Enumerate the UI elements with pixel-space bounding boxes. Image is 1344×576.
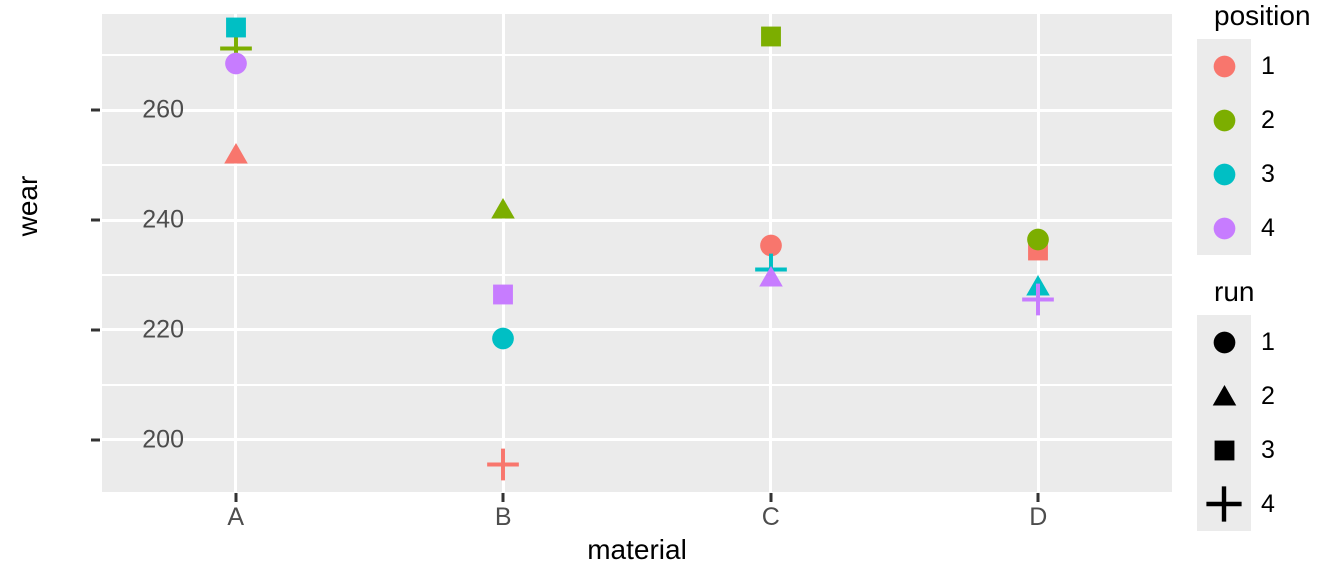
- gridline-major-x: [769, 14, 773, 492]
- legend-item[interactable]: 4: [1197, 201, 1275, 255]
- y-axis-tick-mark: [91, 438, 100, 442]
- legend-shape-swatch-icon: [1197, 369, 1251, 423]
- legend-run-title: run: [1214, 276, 1255, 307]
- gridline-minor-y: [102, 164, 1172, 167]
- x-axis-title: material: [587, 534, 687, 565]
- y-axis-tick-label: 260: [142, 95, 184, 124]
- y-axis-tick-mark: [91, 218, 100, 222]
- legend-color-swatch-icon: [1197, 147, 1251, 201]
- legend-shape-swatch-icon: [1197, 315, 1251, 369]
- legend-position-keys: 1 2 3 4: [1197, 39, 1275, 255]
- legend-position: position 1 2 3 4: [1197, 2, 1311, 255]
- gridline-major-y: [102, 438, 1172, 442]
- y-axis-tick-label: 220: [142, 315, 184, 344]
- gridline-minor-y: [102, 273, 1172, 276]
- legend-item-label: 4: [1261, 213, 1275, 242]
- y-axis-tick-label: 200: [142, 425, 184, 454]
- legend-item-label: 2: [1261, 105, 1275, 134]
- legend-color-swatch-icon: [1197, 93, 1251, 147]
- gridline-major-x: [234, 14, 238, 492]
- legend-color-swatch-icon: [1197, 201, 1251, 255]
- legend-item-label: 4: [1261, 489, 1275, 518]
- x-axis-tick-mark: [234, 493, 238, 502]
- legend-item[interactable]: 2: [1197, 369, 1275, 423]
- legend-run: run 1 2 3 4: [1197, 276, 1275, 531]
- gridline-major-y: [102, 108, 1172, 112]
- legend-item[interactable]: 3: [1197, 423, 1275, 477]
- legend-item[interactable]: 1: [1197, 315, 1275, 369]
- x-axis-tick-mark: [769, 493, 773, 502]
- x-axis-tick-label: B: [494, 503, 512, 531]
- legend-shape-swatch-icon: [1197, 477, 1251, 531]
- gridline-minor-y: [102, 493, 1172, 496]
- x-axis-tick-label: C: [761, 503, 780, 531]
- y-axis-tick-mark: [91, 328, 100, 332]
- legend-shape-swatch-icon: [1197, 423, 1251, 477]
- x-axis-tick-mark: [1036, 493, 1040, 502]
- legend-item[interactable]: 3: [1197, 147, 1275, 201]
- y-axis-tick-label: 240: [142, 205, 184, 234]
- plot-panel: [102, 14, 1172, 496]
- legend-item-label: 2: [1261, 381, 1275, 410]
- legend-item-label: 3: [1261, 159, 1275, 188]
- legend-item[interactable]: 2: [1197, 93, 1275, 147]
- gridline-minor-y: [102, 54, 1172, 57]
- x-axis-tick-label: D: [1029, 503, 1048, 531]
- gridline-major-y: [102, 328, 1172, 332]
- legend-item-label: 1: [1261, 327, 1275, 356]
- legend-item[interactable]: 4: [1197, 477, 1275, 531]
- gridline-major-x: [501, 14, 505, 492]
- gridline-major-x: [1036, 14, 1040, 492]
- x-axis-tick-label: A: [227, 503, 245, 531]
- x-axis-tick-mark: [501, 493, 505, 502]
- legend-item-label: 3: [1261, 435, 1275, 464]
- legend-item-label: 1: [1261, 51, 1275, 80]
- y-axis-tick-mark: [91, 108, 100, 112]
- y-axis-title: wear: [12, 175, 43, 237]
- legend-item[interactable]: 1: [1197, 39, 1275, 93]
- gridline-minor-y: [102, 383, 1172, 386]
- gridline-major-y: [102, 218, 1172, 222]
- legend-run-keys: 1 2 3 4: [1197, 315, 1275, 531]
- legend-color-swatch-icon: [1197, 39, 1251, 93]
- legend-position-title: position: [1214, 0, 1311, 31]
